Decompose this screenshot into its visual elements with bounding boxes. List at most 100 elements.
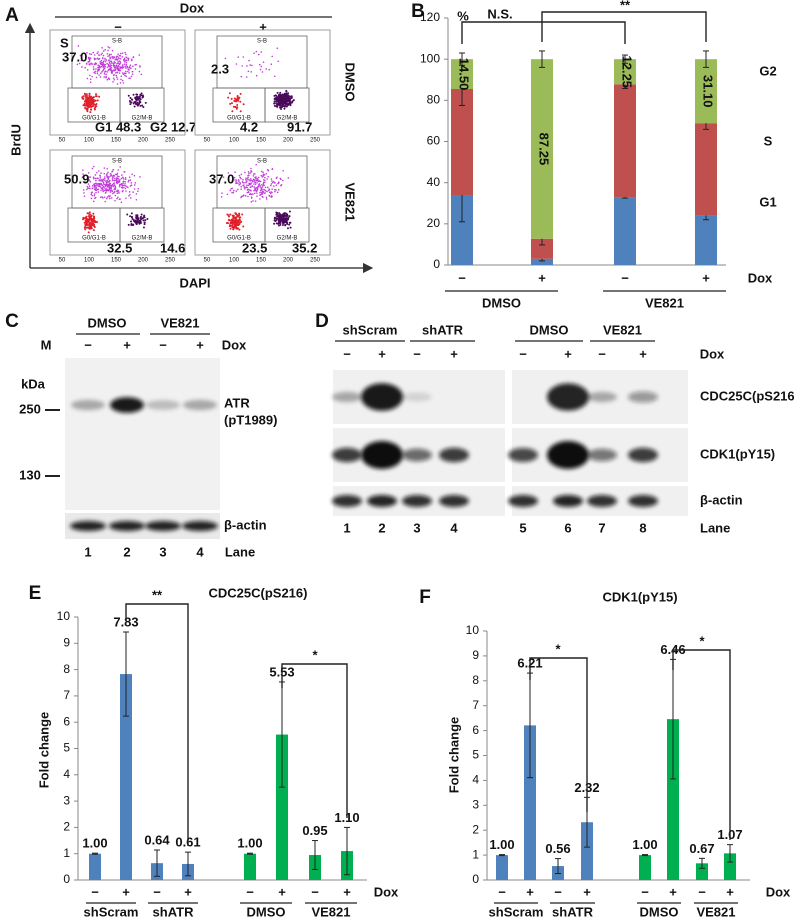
cytometry-dot <box>92 224 95 227</box>
cytometry-dot <box>275 222 278 225</box>
cytometry-dot <box>130 75 133 78</box>
cytometry-dot <box>272 180 275 183</box>
gate-percentage: S <box>60 35 69 50</box>
y-tick-label: 3 <box>63 793 70 807</box>
group-label: shScram <box>489 904 544 919</box>
cytometry-dot <box>97 66 100 69</box>
cytometry-dot <box>116 173 118 176</box>
cytometry-dot <box>255 50 258 53</box>
cytometry-dot <box>91 102 94 105</box>
cytometry-dot <box>235 224 238 227</box>
cytometry-dot <box>99 175 102 177</box>
cytometry-dot <box>92 217 95 220</box>
cytometry-dot <box>130 101 133 104</box>
cytometry-dot <box>91 185 94 187</box>
cytometry-dot <box>239 176 242 179</box>
gate-percentage: 23.5 <box>242 240 267 255</box>
x-tick-label: + <box>526 884 534 899</box>
cytometry-dot <box>289 100 292 103</box>
lane-number: 6 <box>564 520 571 535</box>
cytometry-dot <box>132 56 135 58</box>
cytometry-dot <box>108 55 111 57</box>
cytometry-dot <box>248 193 251 196</box>
cytometry-dot <box>122 182 124 185</box>
cytometry-dot <box>269 184 272 187</box>
cytometry-dot <box>116 59 119 61</box>
cytometry-dot <box>122 82 125 84</box>
x-tick-label: + <box>726 884 734 899</box>
x-tick-label: − <box>554 884 562 899</box>
cytometry-dot <box>86 95 89 98</box>
cytometry-dot <box>118 72 121 74</box>
cytometry-dot <box>123 171 125 173</box>
cytometry-dot <box>286 227 289 230</box>
cytometry-dot <box>238 174 241 177</box>
cytometry-dot <box>226 193 229 196</box>
cytometry-dot <box>107 55 109 57</box>
cytometry-dot <box>108 46 111 49</box>
y-axis-title: Fold change <box>36 712 51 789</box>
cytometry-dot <box>230 102 233 105</box>
cytometry-dot <box>262 182 265 185</box>
cytometry-dot <box>125 53 127 56</box>
cytometry-dot <box>135 198 138 201</box>
cytometry-dot <box>96 52 98 55</box>
cytometry-dot <box>103 167 106 169</box>
cytometry-dot <box>124 185 127 187</box>
cytometry-dot <box>240 220 243 223</box>
cytometry-dot <box>129 103 132 106</box>
cytometry-dot <box>252 178 255 181</box>
cytometry-dot <box>137 190 139 192</box>
blot-band <box>628 391 658 403</box>
cytometry-dot <box>117 68 119 71</box>
cytometry-dot <box>222 176 225 178</box>
condition-label: + <box>639 346 647 361</box>
cytometry-dot <box>91 187 94 190</box>
cytometry-dot <box>102 178 105 180</box>
cytometry-dot <box>113 55 115 58</box>
cytometry-dot <box>104 191 107 194</box>
group-label: shScram <box>343 322 398 337</box>
cytometry-dot <box>88 105 91 108</box>
cytometry-dot <box>220 196 223 198</box>
cytometry-dot <box>90 197 93 200</box>
target-label: ATR <box>224 395 250 410</box>
cytometry-dot <box>103 176 106 178</box>
cytometry-dot <box>140 215 143 218</box>
cytometry-dot <box>108 61 111 64</box>
lane-number: 4 <box>196 544 204 559</box>
x-axis-title: Dox <box>766 884 791 899</box>
row-label: VE821 <box>343 182 358 221</box>
cytometry-dot <box>118 192 120 194</box>
error-bar <box>154 849 160 877</box>
cytometry-dot <box>88 60 91 62</box>
cytometry-dot <box>256 188 259 190</box>
cytometry-dot <box>94 62 97 64</box>
cytometry-dot <box>221 192 223 194</box>
marker-lane-label: M <box>41 337 52 352</box>
cytometry-dot <box>237 188 239 191</box>
cytometry-dot <box>245 181 247 184</box>
cytometry-dot <box>102 65 104 67</box>
cytometry-dot <box>100 65 103 68</box>
cytometry-dot <box>127 58 130 60</box>
cytometry-dot <box>97 58 100 61</box>
cytometry-dot <box>111 170 114 172</box>
cytometry-dot <box>117 169 120 171</box>
cytometry-dot <box>260 192 263 194</box>
cytometry-dot <box>83 195 86 198</box>
cytometry-dot <box>237 97 240 100</box>
bar <box>89 853 101 880</box>
gate-percentage: 2.3 <box>211 61 229 76</box>
cytometry-dot <box>235 181 237 183</box>
cytometry-dot <box>92 177 95 180</box>
cytometry-dot <box>249 186 252 189</box>
cytometry-dot <box>242 184 244 187</box>
cytometry-dot <box>86 185 89 188</box>
target-label: CDC25C(pS216) <box>700 388 794 403</box>
cytometry-dot <box>129 77 131 80</box>
cytometry-dot <box>234 105 237 108</box>
cytometry-dot <box>271 168 274 170</box>
cytometry-dot <box>280 184 283 186</box>
gate-percentage: 50.9 <box>64 171 89 186</box>
